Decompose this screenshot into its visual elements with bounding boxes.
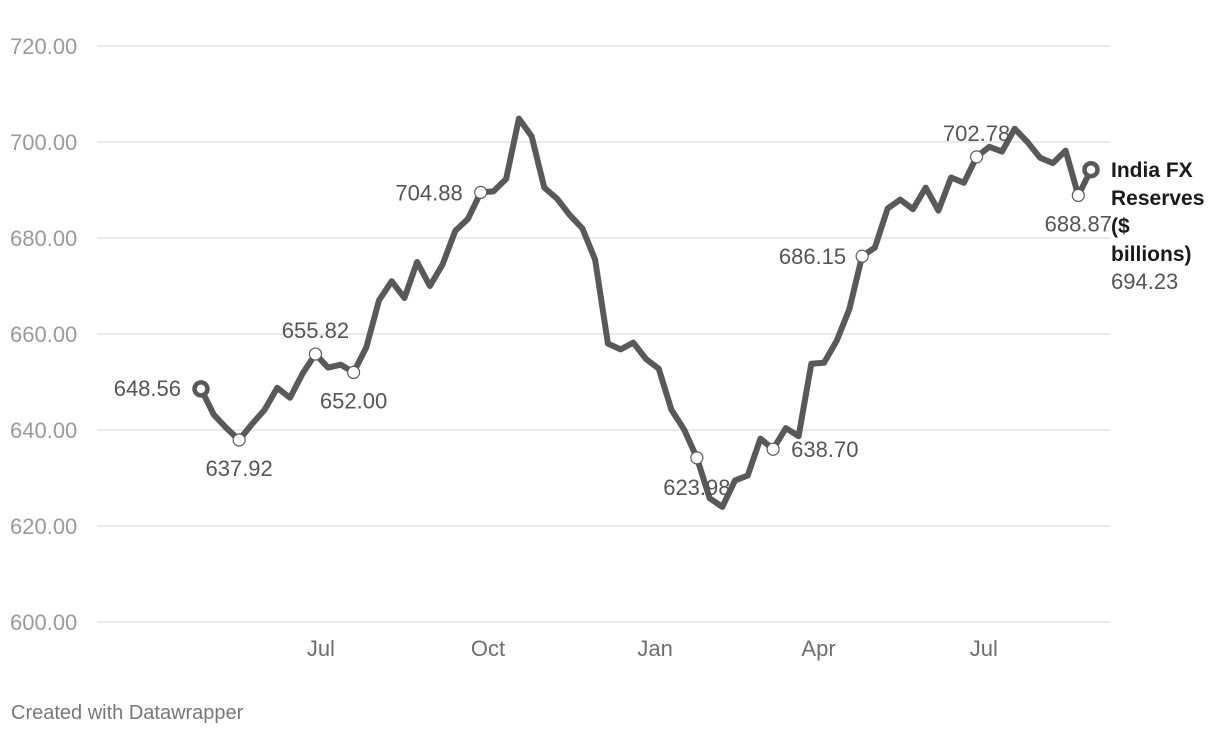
y-tick-label: 660.00 bbox=[10, 322, 77, 347]
point-marker bbox=[969, 150, 984, 164]
x-tick-label: Jul bbox=[970, 636, 998, 661]
point-marker bbox=[308, 347, 323, 361]
series-name-label: billions) bbox=[1111, 243, 1192, 266]
gridlines bbox=[97, 45, 1110, 623]
point-marker bbox=[232, 433, 246, 447]
series-name-label: Reserves bbox=[1111, 187, 1204, 210]
value-labels: 637.92 655.82 652.00 704.88 623.98 638.70 686.… bbox=[114, 121, 1112, 500]
y-tick-label: 640.00 bbox=[10, 418, 77, 443]
series-last-value: 694.23 bbox=[1111, 269, 1178, 294]
x-tick-label: Apr bbox=[801, 636, 835, 661]
series-line bbox=[198, 115, 1094, 510]
credit-footer: Created with Datawrapper bbox=[11, 702, 244, 724]
end-point-marker bbox=[1082, 160, 1100, 179]
value-label: 638.70 bbox=[791, 437, 858, 462]
value-label: 702.78 bbox=[943, 121, 1010, 146]
value-label: 637.92 bbox=[205, 456, 272, 481]
y-tick-label: 620.00 bbox=[10, 514, 77, 539]
value-label: 623.98 bbox=[663, 475, 730, 500]
point-marker bbox=[766, 442, 780, 456]
x-tick-label: Jan bbox=[637, 636, 672, 661]
series-label: India FX Reserves ($ billions) 694.23 bbox=[1111, 159, 1204, 294]
point-marker bbox=[474, 185, 488, 199]
point-marker bbox=[690, 451, 704, 465]
value-label: 652.00 bbox=[320, 388, 387, 413]
y-tick-label: 700.00 bbox=[10, 130, 77, 155]
point-markers bbox=[192, 150, 1100, 465]
x-axis-ticks: Jul Oct Jan Apr Jul bbox=[307, 636, 998, 661]
y-axis-ticks: 720.00 700.00 680.00 660.00 640.00 620.00 600.… bbox=[10, 34, 77, 635]
x-tick-label: Oct bbox=[471, 636, 505, 661]
y-tick-label: 600.00 bbox=[10, 610, 77, 635]
value-label: 704.88 bbox=[395, 180, 462, 205]
series-name-label: India FX bbox=[1111, 159, 1193, 182]
value-label: 686.15 bbox=[779, 244, 846, 269]
y-tick-label: 720.00 bbox=[10, 34, 77, 59]
point-marker bbox=[855, 249, 869, 263]
value-label: 655.82 bbox=[282, 318, 349, 343]
y-tick-label: 680.00 bbox=[10, 226, 77, 251]
start-value-label: 648.56 bbox=[114, 376, 181, 401]
start-point-marker bbox=[192, 380, 210, 398]
x-tick-label: Jul bbox=[307, 636, 335, 661]
series-name-label: ($ bbox=[1111, 215, 1130, 238]
point-marker bbox=[346, 365, 361, 379]
point-marker bbox=[1071, 188, 1085, 203]
value-label: 688.87 bbox=[1045, 211, 1112, 236]
